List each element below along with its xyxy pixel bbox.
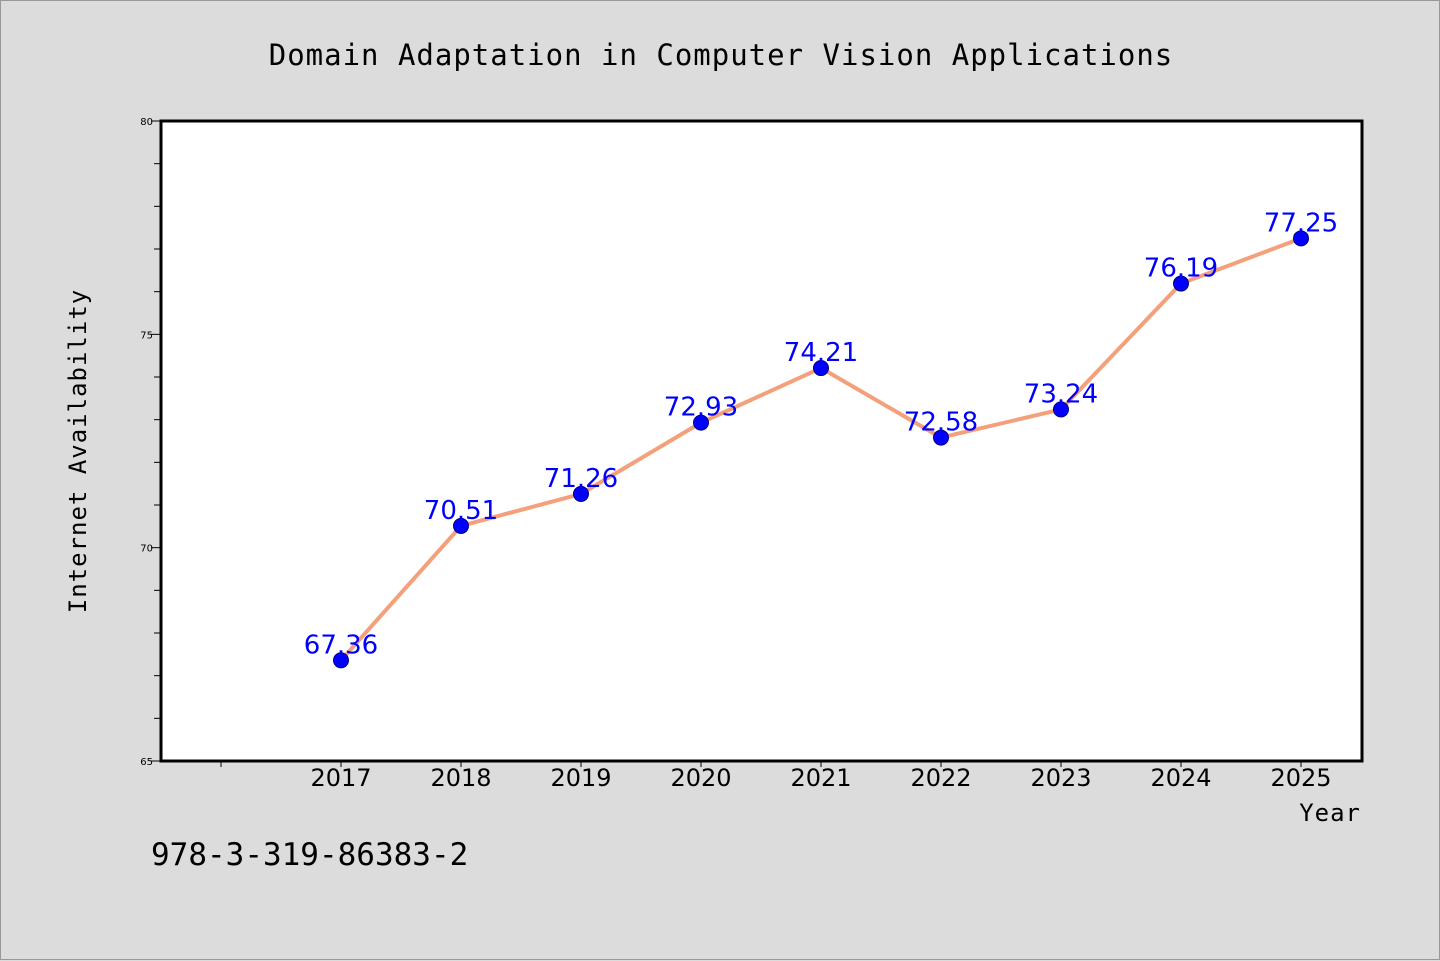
data-label: 72.93 [664,393,738,423]
y-tick-label: 70 [140,544,153,555]
data-point [1053,401,1069,418]
x-axis: 2017 2018 2019 2020 2021 2022 2023 2024 2025 [220,761,1332,792]
x-tick-label: 2025 [1270,764,1331,792]
x-axis-label: Year [1299,799,1361,827]
data-labels: 67.36 70.51 71.26 72.93 74.21 72.58 73.24 76.19… [304,208,1338,660]
data-label: 73.24 [1024,379,1098,409]
y-tick-label: 75 [140,330,153,341]
x-tick-label: 2018 [430,764,491,792]
series [333,230,1309,669]
x-tick-label: 2019 [550,764,611,792]
data-point [573,485,589,502]
data-label: 67.36 [304,630,378,660]
data-point [1293,230,1309,247]
data-label: 71.26 [544,464,618,494]
x-tick-label: 2021 [790,764,851,792]
plot-area [159,119,1364,763]
data-point [453,517,469,534]
x-tick-label: 2022 [910,764,971,792]
x-tick-label: 2024 [1150,764,1211,792]
chart-title: Domain Adaptation in Computer Vision App… [269,38,1174,72]
data-label: 72.58 [904,408,978,438]
y-tick-label: 80 [140,117,153,128]
data-point [1173,275,1189,292]
data-label: 77.25 [1264,208,1338,238]
y-tick-label: 65 [140,757,153,768]
data-point [933,429,949,446]
data-label: 74.21 [784,338,858,368]
footnote-isbn: 978-3-319-86383-2 [151,837,468,873]
data-label: 70.51 [424,496,498,526]
y-axis-label: Internet Availability [64,289,92,613]
data-point [693,414,709,431]
data-label: 76.19 [1144,254,1218,284]
data-point [333,652,349,669]
data-point [813,360,829,377]
x-tick-label: 2020 [670,764,731,792]
x-tick-label: 2023 [1030,764,1091,792]
x-tick-label: 2017 [310,764,371,792]
y-axis: 65 70 75 80 [140,117,161,768]
